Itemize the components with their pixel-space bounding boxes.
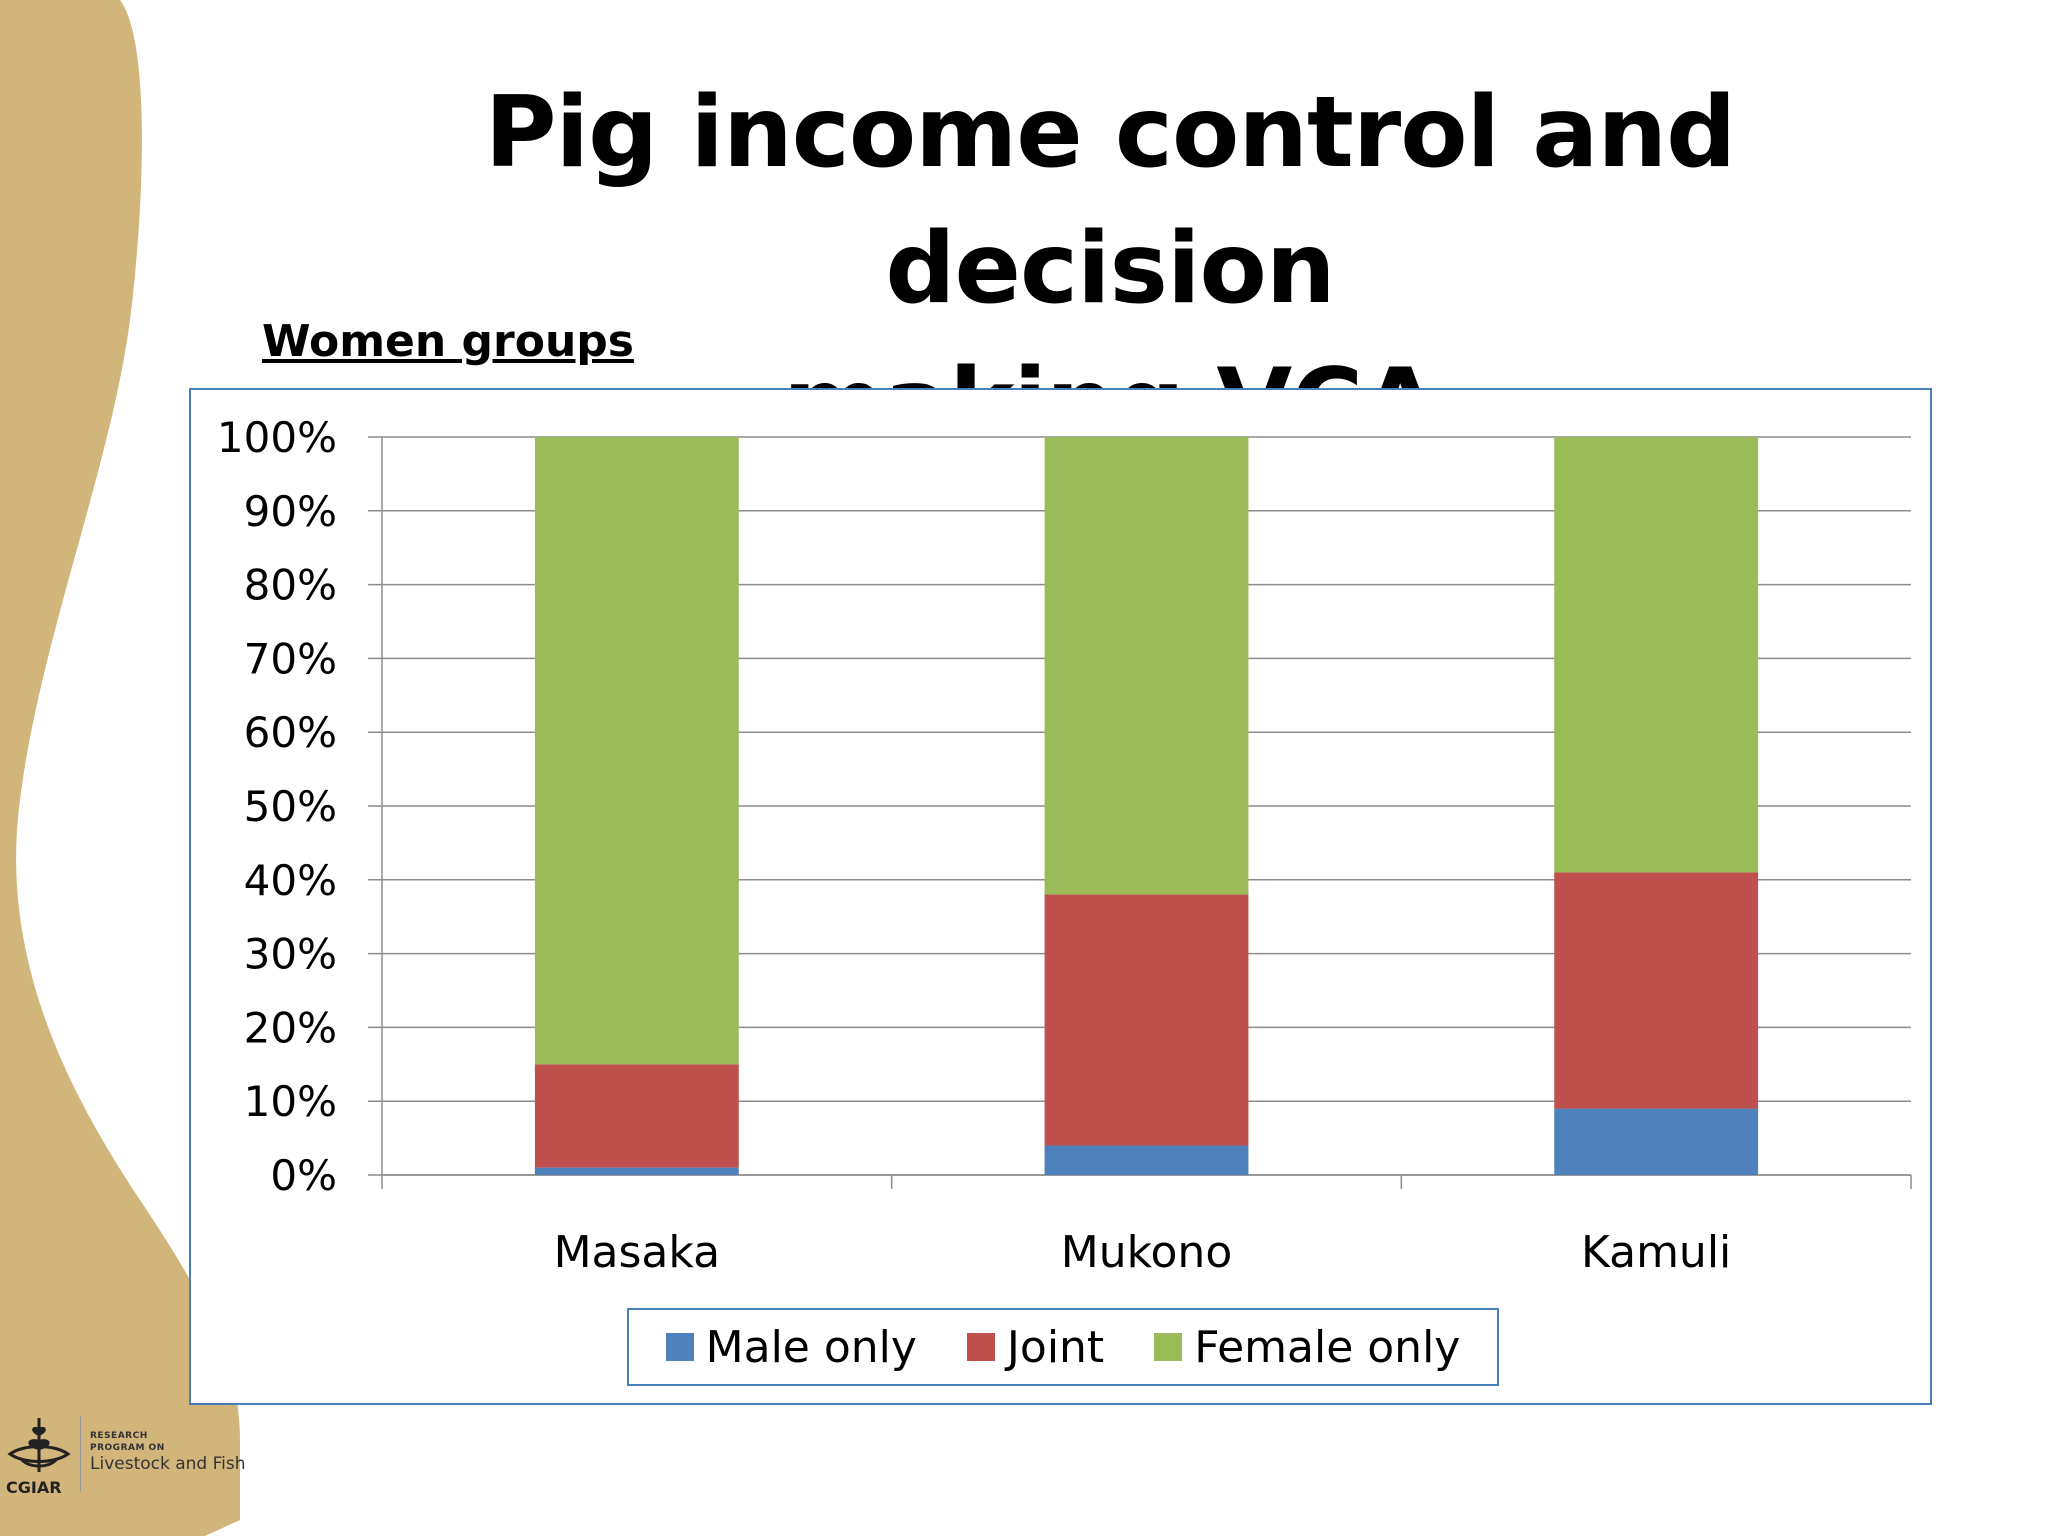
y-tick-label: 0% [270, 1151, 337, 1200]
legend-swatch-joint [966, 1333, 995, 1361]
legend-label-male-only: Male only [705, 1321, 917, 1373]
y-tick-label: 10% [244, 1077, 337, 1126]
legend-item-male-only: Male only [665, 1321, 917, 1373]
y-tick-label: 60% [244, 708, 337, 757]
decorative-band [0, 0, 240, 1536]
y-tick-label: 100% [217, 413, 337, 462]
legend-swatch-female-only [1154, 1333, 1183, 1361]
cgiar-wordmark: CGIAR [6, 1478, 62, 1497]
chart-legend: Male only Joint Female only [627, 1308, 1499, 1386]
slide-title-line1: Pig income control and decision [484, 76, 1737, 326]
chart-subtitle: Women groups [262, 316, 634, 367]
bar-male-only-mukono [1044, 1145, 1249, 1175]
x-tick-label: Masaka [554, 1227, 720, 1278]
chart-frame: 0% 10% 20% 30% 40% 50% 60% 70% 80% 90% 100% Masaka M… [189, 388, 1932, 1405]
y-tick-label: 20% [244, 1003, 337, 1052]
bar-joint-masaka [534, 1064, 739, 1168]
stacked-bar-chart: 0% 10% 20% 30% 40% 50% 60% 70% 80% 90% 100% Masaka M… [217, 413, 1912, 1278]
y-tick-label: 30% [244, 930, 337, 979]
program-label-line2: PROGRAM ON [90, 1443, 165, 1453]
y-tick-label: 50% [244, 782, 337, 831]
program-label: RESEARCH PROGRAM ON [90, 1430, 165, 1454]
legend-label-female-only: Female only [1194, 1321, 1461, 1373]
cgiar-logo: CGIAR RESEARCH PROGRAM ON Livestock and … [0, 1412, 250, 1497]
wheat-fish-icon [7, 1418, 71, 1472]
program-label-line1: RESEARCH [90, 1431, 148, 1441]
legend-item-female-only: Female only [1154, 1322, 1460, 1373]
y-tick-label: 80% [244, 561, 337, 610]
bar-female-only-mukono [1044, 437, 1249, 895]
legend-item-joint: Joint [966, 1321, 1105, 1373]
logo-divider [80, 1416, 81, 1492]
bar-female-only-kamuli [1554, 437, 1759, 873]
x-tick-label: Mukono [1061, 1227, 1233, 1278]
bar-male-only-masaka [534, 1167, 739, 1175]
bar-joint-kamuli [1554, 872, 1759, 1109]
legend-swatch-male-only [665, 1333, 694, 1361]
x-tick-label: Kamuli [1581, 1227, 1731, 1278]
bar-joint-mukono [1044, 894, 1249, 1146]
y-tick-label: 40% [244, 856, 337, 905]
program-name: Livestock and Fish [90, 1454, 246, 1474]
bar-female-only-masaka [534, 437, 739, 1065]
bar-male-only-kamuli [1554, 1108, 1759, 1175]
legend-label-joint: Joint [1006, 1321, 1105, 1373]
y-tick-label: 90% [244, 487, 337, 536]
y-tick-label: 70% [244, 634, 337, 683]
